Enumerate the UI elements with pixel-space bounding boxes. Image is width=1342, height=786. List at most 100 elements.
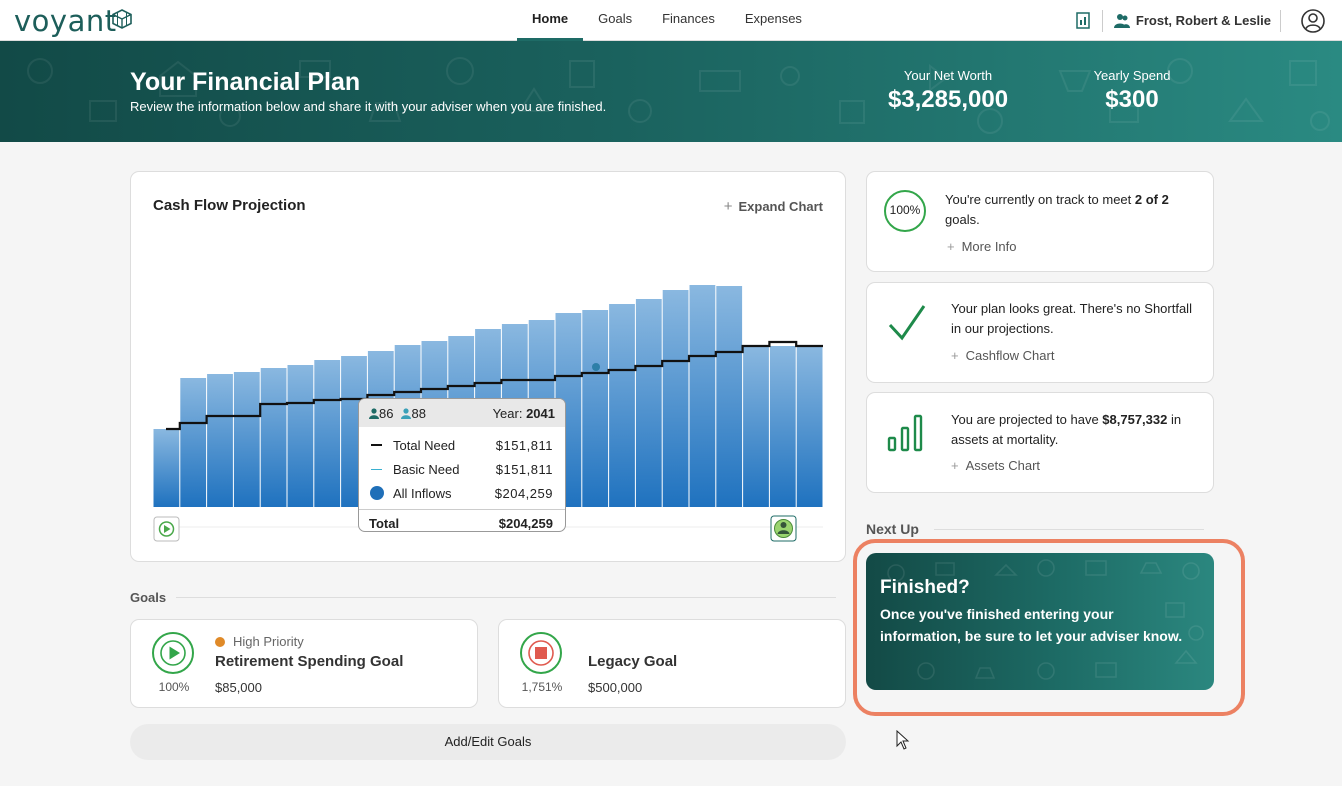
- play-timeline-button[interactable]: [153, 516, 180, 542]
- more-info-link[interactable]: + More Info: [947, 239, 1017, 254]
- page-subtitle: Review the information below and share i…: [130, 99, 607, 114]
- inflow-bar[interactable]: [260, 368, 287, 507]
- inflow-bar[interactable]: [314, 360, 341, 507]
- text-bold: 2 of 2: [1134, 192, 1169, 207]
- inflow-bar[interactable]: [635, 299, 662, 507]
- goal-status-ring: [520, 632, 562, 674]
- nav-tab-finances[interactable]: Finances: [662, 11, 715, 26]
- priority-label: High Priority: [233, 634, 304, 649]
- goal-percent: 1,751%: [521, 680, 563, 694]
- person-icon: [401, 407, 412, 419]
- goal-card-legacy[interactable]: 1,751% Legacy Goal $500,000: [498, 619, 846, 708]
- inflow-bar[interactable]: [233, 372, 260, 507]
- tooltip-row-all-inflows: All Inflows $204,259: [359, 481, 565, 505]
- plus-icon: +: [947, 239, 955, 254]
- stop-icon: [528, 640, 554, 666]
- net-worth-value: $3,285,000: [887, 86, 1009, 113]
- inflow-bar[interactable]: [769, 346, 796, 507]
- nav-tab-goals[interactable]: Goals: [598, 11, 633, 26]
- text-part: goals.: [945, 212, 980, 227]
- user-name[interactable]: Frost, Robert & Leslie: [1135, 13, 1271, 28]
- row-label: Total Need: [393, 437, 456, 453]
- goal-name: Legacy Goal: [588, 653, 678, 670]
- link-label: More Info: [961, 239, 1017, 254]
- on-track-card: 100% You're currently on track to meet 2…: [866, 171, 1214, 272]
- cash-flow-title: Cash Flow Projection: [153, 197, 306, 214]
- inflow-bar[interactable]: [689, 285, 716, 507]
- on-track-text: You're currently on track to meet 2 of 2…: [945, 190, 1200, 230]
- voyant-logo[interactable]: voyant: [14, 4, 117, 38]
- priority-badge: High Priority: [215, 634, 304, 649]
- mortality-marker-button[interactable]: [770, 515, 797, 542]
- person1-age: 86: [369, 406, 393, 421]
- top-right-controls: Frost, Robert & Leslie: [1076, 0, 1342, 41]
- yearly-spend-stat: Yearly Spend $300: [1082, 68, 1182, 114]
- row-value: $204,259: [494, 485, 553, 501]
- nav-tab-home[interactable]: Home: [517, 0, 584, 41]
- inflow-bar[interactable]: [609, 304, 635, 507]
- top-navigation-bar: voyant Home Goals Finances Expenses Fros…: [0, 0, 1342, 41]
- expand-chart-button[interactable]: + Expand Chart: [724, 198, 823, 215]
- inflow-bar[interactable]: [180, 378, 207, 507]
- inflow-bar[interactable]: [743, 346, 769, 507]
- year-value: 2041: [526, 405, 555, 421]
- main-nav: Home Goals Finances Expenses: [517, 0, 817, 41]
- play-icon: [160, 640, 186, 666]
- cash-flow-card: Cash Flow Projection + Expand Chart: [130, 171, 846, 562]
- finished-card[interactable]: Finished? Once you've finished entering …: [866, 553, 1214, 690]
- next-up-title: Finished?: [880, 577, 970, 598]
- tooltip-row-basic-need: Basic Need $151,811: [359, 457, 565, 481]
- goal-card-retirement[interactable]: 100% High Priority Retirement Spending G…: [130, 619, 478, 708]
- on-track-badge: 100%: [889, 203, 921, 217]
- account-icon[interactable]: [1301, 8, 1325, 33]
- inflow-bar[interactable]: [207, 374, 233, 507]
- inflow-bar[interactable]: [153, 429, 180, 507]
- tooltip-total-row: Total $204,259: [359, 509, 565, 531]
- text-part: You're currently on track to meet: [945, 192, 1135, 207]
- financial-plan-banner: Your Financial Plan Review the informati…: [0, 41, 1342, 142]
- cashflow-chart-link[interactable]: + Cashflow Chart: [951, 348, 1054, 363]
- goal-status-ring: [152, 632, 194, 674]
- year-label: Year:: [492, 405, 523, 421]
- divider: [1101, 9, 1103, 32]
- add-edit-goals-button[interactable]: Add/Edit Goals: [130, 724, 846, 760]
- text-part: You are projected to have: [951, 412, 1103, 427]
- expand-chart-label: Expand Chart: [738, 199, 823, 214]
- next-up-label: Next Up: [866, 521, 919, 537]
- plus-icon: +: [951, 458, 959, 473]
- text-part: in assets at mortality.: [951, 412, 1182, 447]
- assets-card: You are projected to have $8,757,332 in …: [866, 392, 1214, 493]
- inflow-bar[interactable]: [796, 346, 823, 507]
- banner-background-pattern: [27, 57, 1330, 134]
- legend-blue-dot: [370, 486, 393, 500]
- inflow-bar[interactable]: [582, 310, 609, 507]
- progress-ring-icon: [884, 190, 926, 232]
- report-icon[interactable]: [1076, 12, 1090, 29]
- divider: [934, 529, 1204, 530]
- net-worth-stat: Your Net Worth $3,285,000: [884, 68, 1012, 114]
- household-icon: [1113, 14, 1130, 28]
- inflow-bar[interactable]: [287, 365, 314, 507]
- total-value: $204,259: [498, 516, 553, 531]
- legend-black-line: [371, 444, 393, 446]
- goals-section-label: Goals: [130, 590, 167, 605]
- link-label: Assets Chart: [965, 458, 1041, 473]
- inflow-bar[interactable]: [716, 286, 743, 507]
- assets-chart-link[interactable]: + Assets Chart: [951, 458, 1040, 473]
- yearly-spend-label: Yearly Spend: [1093, 68, 1171, 83]
- row-value: $151,811: [495, 437, 553, 453]
- card-background-pattern: [887, 559, 1204, 680]
- tooltip-row-total-need: Total Need $151,811: [359, 433, 565, 457]
- goal-amount: $500,000: [588, 680, 643, 695]
- tooltip-header: 86 88 Year: 2041: [359, 399, 565, 427]
- mouse-cursor-icon: [896, 730, 910, 750]
- tooltip-year: Year: 2041: [493, 406, 555, 421]
- bar-chart-icon: [887, 414, 923, 452]
- goal-name: Retirement Spending Goal: [215, 653, 404, 670]
- highlight-ring: [853, 539, 1245, 716]
- person2-age-value: 88: [411, 405, 426, 421]
- inflow-bar[interactable]: [662, 290, 689, 507]
- nav-tab-expenses[interactable]: Expenses: [744, 11, 802, 26]
- assets-text: You are projected to have $8,757,332 in …: [951, 410, 1206, 450]
- total-label: Total: [369, 516, 400, 531]
